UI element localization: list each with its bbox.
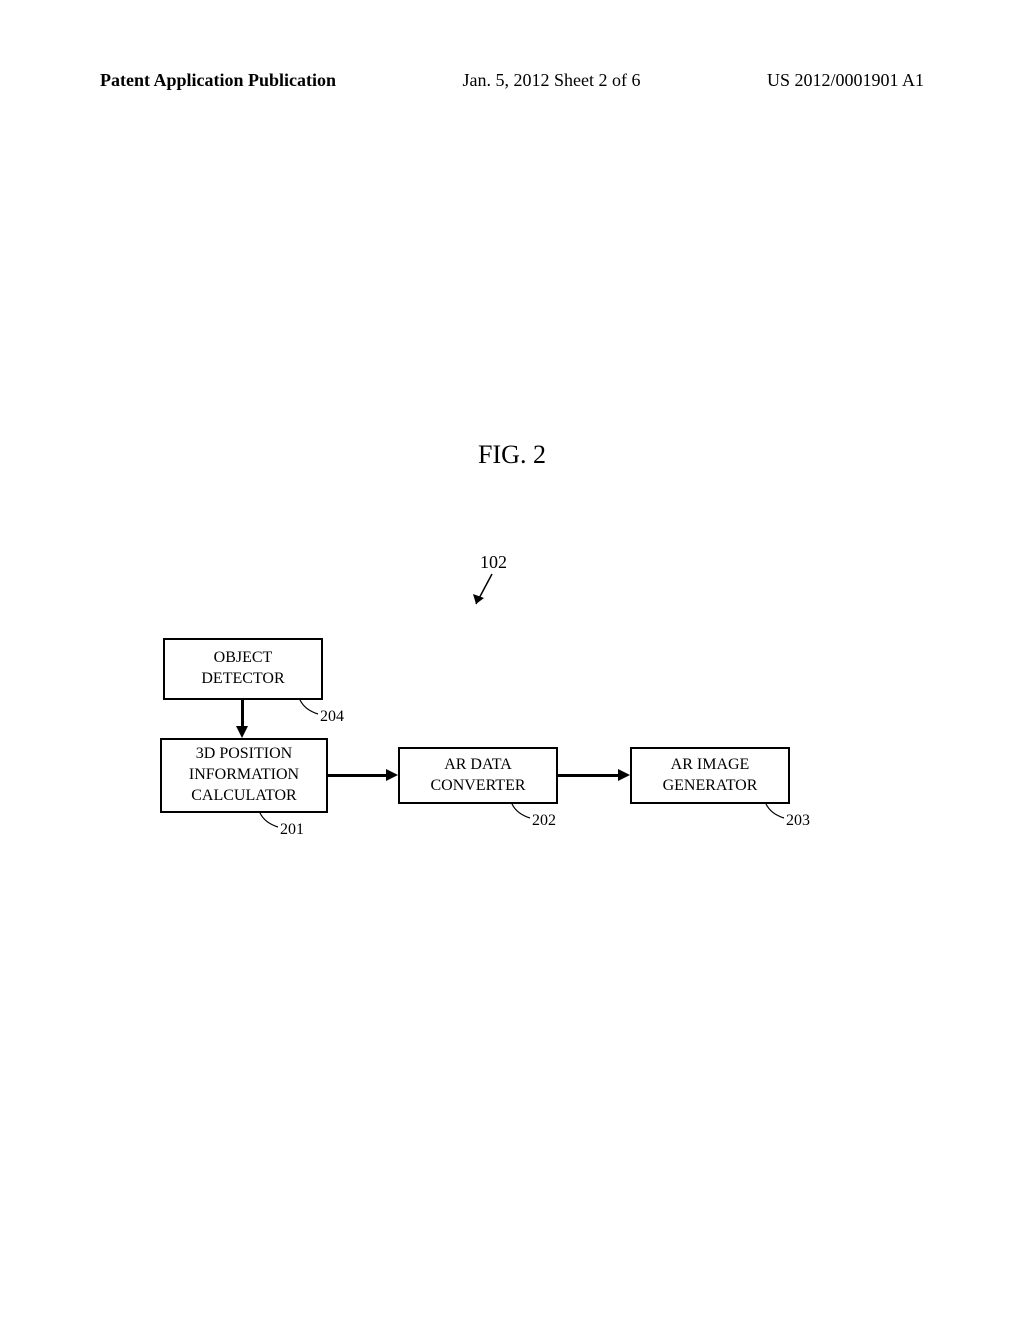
page-header: Patent Application Publication Jan. 5, 2… — [0, 70, 1024, 91]
box-label: OBJECT DETECTOR — [201, 648, 284, 690]
figure-title: FIG. 2 — [478, 440, 546, 470]
box-object-detector: OBJECT DETECTOR — [163, 638, 323, 700]
box-ar-generator: AR IMAGE GENERATOR — [630, 747, 790, 804]
ref-204: 204 — [320, 708, 344, 726]
box-label: 3D POSITION INFORMATION CALCULATOR — [189, 744, 299, 806]
arrow-head-down — [236, 726, 248, 738]
header-center: Jan. 5, 2012 Sheet 2 of 6 — [463, 70, 641, 91]
ref-203: 203 — [786, 812, 810, 830]
ref-201: 201 — [280, 821, 304, 839]
arrow-head-right-2 — [618, 769, 630, 781]
arrow-calc-to-converter — [328, 774, 388, 777]
block-diagram: 102 OBJECT DETECTOR 204 3D POSITION INFO… — [130, 550, 910, 900]
ref-102-label: 102 — [480, 552, 507, 573]
arrow-detector-to-calc — [241, 700, 244, 728]
ref-102-pointer — [470, 574, 500, 614]
box-label: AR IMAGE GENERATOR — [663, 755, 758, 797]
ref-202: 202 — [532, 812, 556, 830]
box-label: AR DATA CONVERTER — [430, 755, 525, 797]
arrow-head-right — [386, 769, 398, 781]
box-position-calc: 3D POSITION INFORMATION CALCULATOR — [160, 738, 328, 813]
arrow-converter-to-generator — [558, 774, 620, 777]
box-ar-converter: AR DATA CONVERTER — [398, 747, 558, 804]
header-left: Patent Application Publication — [100, 70, 336, 91]
header-right: US 2012/0001901 A1 — [767, 70, 924, 91]
